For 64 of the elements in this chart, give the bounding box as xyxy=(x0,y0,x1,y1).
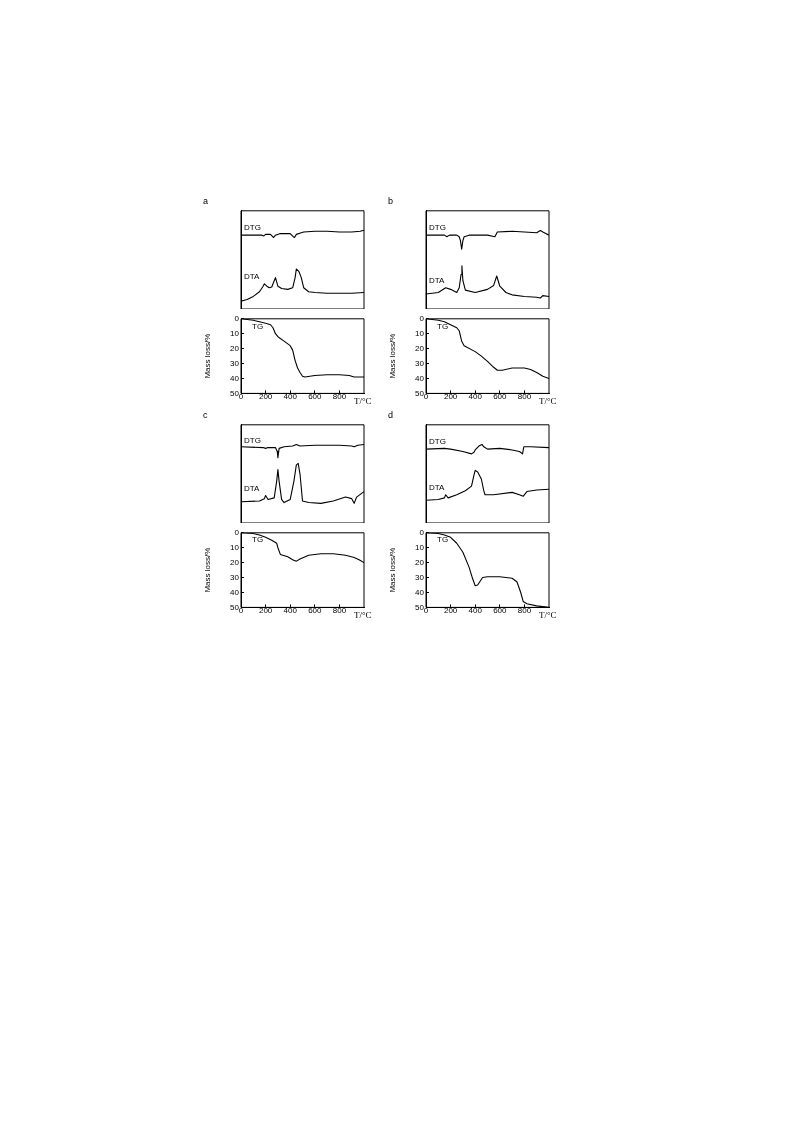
x-tick-label: 600 xyxy=(493,392,508,402)
y-tick-label: 10 xyxy=(415,328,425,338)
chart-title: b xyxy=(388,195,394,206)
y-axis-title: Mass loss/% xyxy=(203,547,212,593)
y-tick-label: 40 xyxy=(230,587,240,597)
series-label: DTA xyxy=(244,483,261,493)
x-tick-label: 400 xyxy=(468,392,483,402)
y-tick-label: 30 xyxy=(230,358,240,368)
y-tick-label: 40 xyxy=(415,373,425,383)
x-tick-label: 800 xyxy=(517,392,532,402)
y-tick-label: 50 xyxy=(415,388,425,398)
x-tick-label: 600 xyxy=(308,392,323,402)
series-label: TG xyxy=(437,535,449,545)
x-tick-label: 800 xyxy=(332,606,347,616)
x-tick-label: 200 xyxy=(443,392,458,402)
series-label: DTG xyxy=(244,435,261,445)
x-axis-title: T/°C xyxy=(539,396,557,407)
y-tick-label: 10 xyxy=(230,542,240,552)
y-tick-label: 50 xyxy=(415,602,425,612)
chart-title: a xyxy=(203,195,209,206)
x-tick-label: 400 xyxy=(283,392,298,402)
y-tick-label: 0 xyxy=(419,314,425,323)
y-tick-label: 20 xyxy=(415,557,425,567)
y-tick-label: 10 xyxy=(230,328,240,338)
series-label: DTA xyxy=(429,482,446,492)
y-axis-title: Mass loss/% xyxy=(388,547,397,593)
series-label: DTA xyxy=(429,275,446,285)
x-tick-label: 400 xyxy=(468,606,483,616)
x-tick-label: 200 xyxy=(258,606,273,616)
y-tick-label: 0 xyxy=(419,528,425,537)
y-tick-label: 40 xyxy=(230,373,240,383)
x-tick-label: 200 xyxy=(443,606,458,616)
y-tick-label: 20 xyxy=(230,343,240,353)
y-tick-label: 40 xyxy=(415,587,425,597)
chart-title: d xyxy=(388,409,394,420)
x-axis-title: T/°C xyxy=(539,610,557,621)
y-tick-label: 0 xyxy=(234,314,240,323)
series-label: DTG xyxy=(244,222,261,232)
y-axis-title: Mass loss/% xyxy=(388,333,397,379)
series-label: TG xyxy=(252,535,264,545)
y-tick-label: 30 xyxy=(415,572,425,582)
x-axis-title: T/°C xyxy=(354,396,372,407)
y-tick-label: 50 xyxy=(230,602,240,612)
y-tick-label: 0 xyxy=(234,528,240,537)
x-tick-label: 200 xyxy=(258,392,273,402)
y-tick-label: 30 xyxy=(230,572,240,582)
y-axis-title: Mass loss/% xyxy=(203,333,212,379)
x-axis-title: T/°C xyxy=(354,610,372,621)
x-tick-label: 400 xyxy=(283,606,298,616)
y-tick-label: 20 xyxy=(415,343,425,353)
series-label: DTA xyxy=(244,272,261,282)
y-tick-label: 10 xyxy=(415,542,425,552)
y-tick-label: 50 xyxy=(230,388,240,398)
y-tick-label: 30 xyxy=(415,358,425,368)
x-tick-label: 600 xyxy=(493,606,508,616)
series-label: DTG xyxy=(429,436,446,446)
x-tick-label: 600 xyxy=(308,606,323,616)
x-tick-label: 800 xyxy=(332,392,347,402)
chart-title: c xyxy=(203,409,208,420)
series-label: TG xyxy=(437,321,449,331)
y-tick-label: 20 xyxy=(230,557,240,567)
x-tick-label: 800 xyxy=(517,606,532,616)
series-label: DTG xyxy=(429,223,446,233)
series-label: TG xyxy=(252,321,264,331)
